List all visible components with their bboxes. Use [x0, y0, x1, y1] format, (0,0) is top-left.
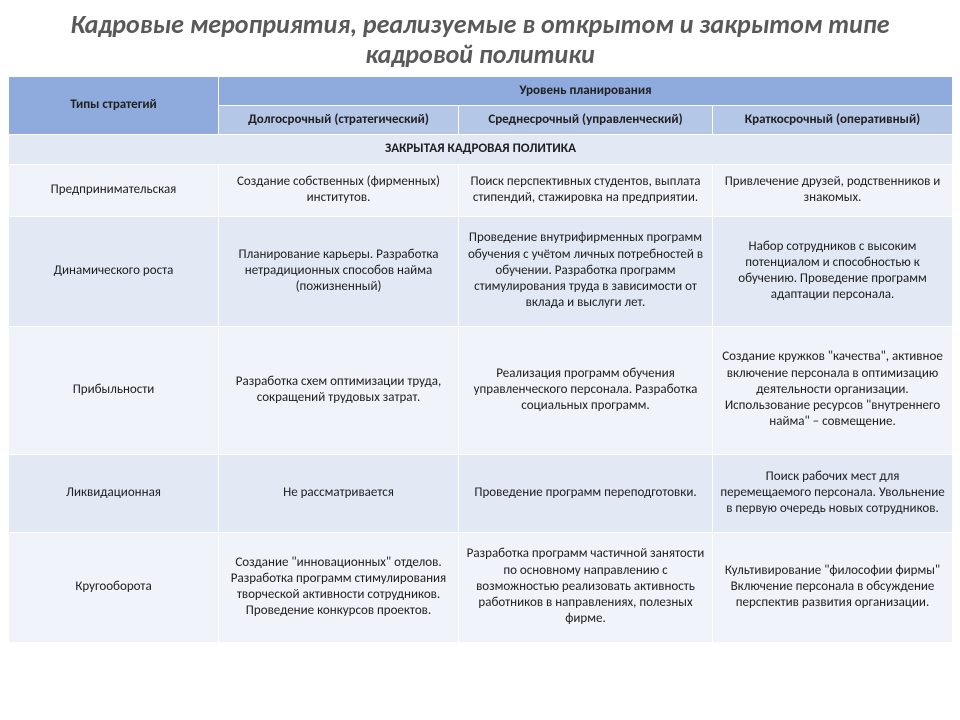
cell-short: Поиск рабочих мест для перемещаемого пер…: [713, 454, 953, 532]
cell-short: Культивирование "философии фирмы" Включе…: [713, 532, 953, 642]
cell-short: Набор сотрудников с высоким потенциалом …: [713, 216, 953, 326]
col-header-planning-level: Уровень планирования: [219, 76, 953, 105]
cell-strategy: Предпринимательская: [9, 164, 219, 216]
section-title: ЗАКРЫТАЯ КАДРОВАЯ ПОЛИТИКА: [9, 135, 953, 164]
col-header-strategy: Типы стратегий: [9, 76, 219, 135]
cell-mid: Проведение внутрифирменных программ обуч…: [459, 216, 713, 326]
hr-policy-table: Типы стратегий Уровень планирования Долг…: [8, 76, 953, 643]
table-row: Ликвидационная Не рассматривается Провед…: [9, 454, 953, 532]
cell-long: Создание собственных (фирменных) институ…: [219, 164, 459, 216]
col-header-short: Краткосрочный (оперативный): [713, 106, 953, 135]
cell-short: Привлечение друзей, родственников и знак…: [713, 164, 953, 216]
cell-long: Планирование карьеры. Разработка нетради…: [219, 216, 459, 326]
cell-long: Разработка схем оптимизации труда, сокра…: [219, 326, 459, 454]
cell-strategy: Прибыльности: [9, 326, 219, 454]
col-header-mid: Среднесрочный (управленческий): [459, 106, 713, 135]
cell-short: Создание кружков "качества", активное вк…: [713, 326, 953, 454]
table-row: Кругооборота Создание "инновационных" от…: [9, 532, 953, 642]
section-row: ЗАКРЫТАЯ КАДРОВАЯ ПОЛИТИКА: [9, 135, 953, 164]
table-row: Прибыльности Разработка схем оптимизации…: [9, 326, 953, 454]
cell-strategy: Ликвидационная: [9, 454, 219, 532]
cell-strategy: Динамического роста: [9, 216, 219, 326]
page-title: Кадровые мероприятия, реализуемые в откр…: [0, 0, 960, 76]
table-row: Динамического роста Планирование карьеры…: [9, 216, 953, 326]
cell-strategy: Кругооборота: [9, 532, 219, 642]
cell-mid: Поиск перспективных студентов, выплата с…: [459, 164, 713, 216]
cell-long: Создание "инновационных" отделов. Разраб…: [219, 532, 459, 642]
cell-mid: Проведение программ переподготовки.: [459, 454, 713, 532]
cell-mid: Разработка программ частичной занятости …: [459, 532, 713, 642]
header-row-1: Типы стратегий Уровень планирования: [9, 76, 953, 105]
cell-long: Не рассматривается: [219, 454, 459, 532]
cell-mid: Реализация программ обучения управленчес…: [459, 326, 713, 454]
table-row: Предпринимательская Создание собственных…: [9, 164, 953, 216]
col-header-long: Долгосрочный (стратегический): [219, 106, 459, 135]
